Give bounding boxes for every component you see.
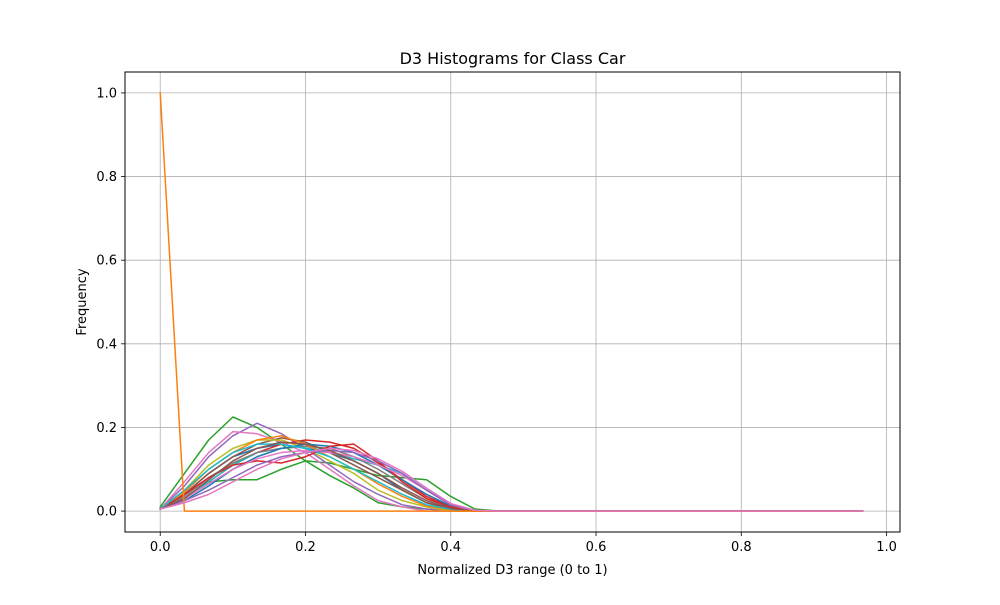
x-tick-label: 0.4: [440, 540, 461, 555]
x-axis-label: Normalized D3 range (0 to 1): [417, 563, 607, 578]
y-tick-label: 1.0: [96, 86, 117, 101]
plot-frame: [124, 71, 901, 533]
y-tick-label: 0.4: [96, 337, 117, 352]
y-axis-label: Frequency: [75, 268, 90, 335]
x-tick-label: 0.2: [295, 540, 316, 555]
tick-layer: 0.0 0.2 0.4 0.6 0.8 1.0 0.0 0.2 0.4 0.6 0.8 1.0: [96, 86, 897, 555]
y-tick-label: 0.0: [96, 505, 117, 520]
chart-title: D3 Histograms for Class Car: [400, 49, 626, 68]
x-tick-label: 0.6: [586, 540, 607, 555]
x-tick-label: 0.8: [731, 540, 752, 555]
series-line-19: [159, 447, 864, 512]
y-tick-label: 0.2: [96, 421, 117, 436]
x-tick-label: 0.0: [150, 540, 171, 555]
y-tick-label: 0.8: [96, 170, 117, 185]
series-layer: [159, 92, 864, 512]
y-tick-label: 0.6: [96, 254, 117, 269]
x-tick-label: 1.0: [876, 540, 897, 555]
